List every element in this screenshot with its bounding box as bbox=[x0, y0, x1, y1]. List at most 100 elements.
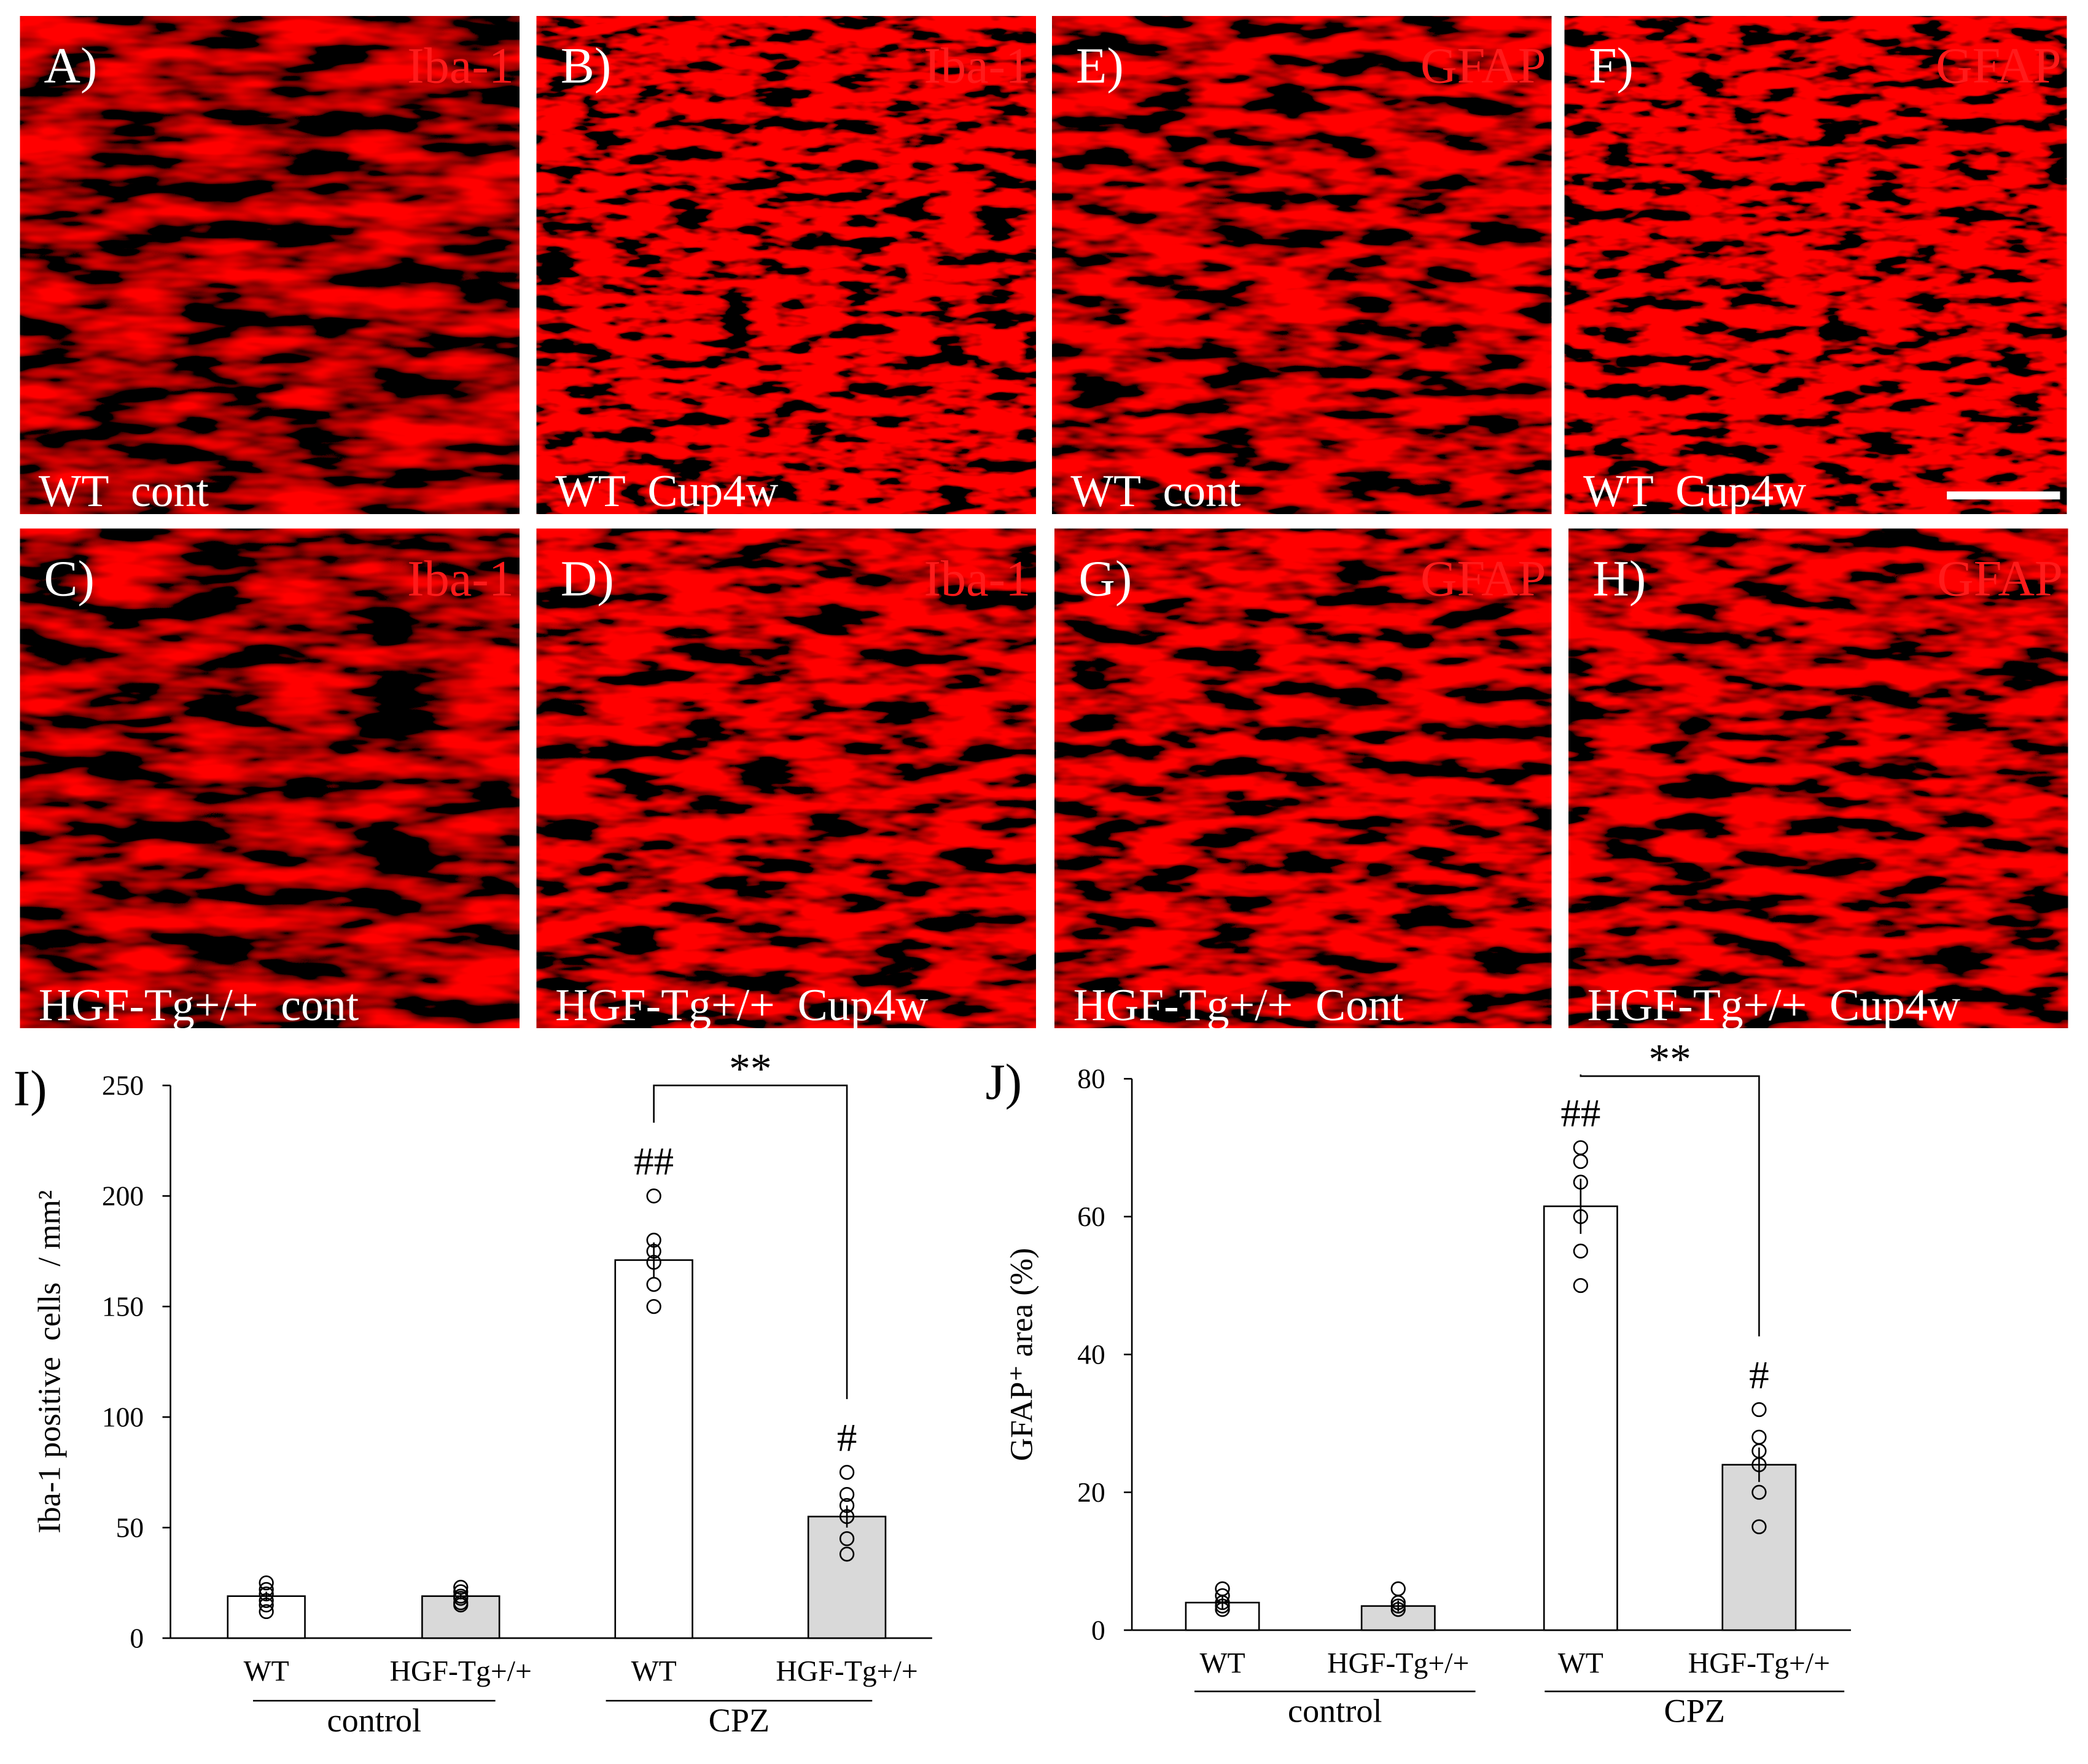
data-point bbox=[839, 1497, 855, 1513]
data-point bbox=[1390, 1602, 1406, 1617]
y-tick-label: 50 bbox=[116, 1512, 144, 1543]
data-point bbox=[1751, 1457, 1767, 1472]
y-tick-label: 0 bbox=[1091, 1614, 1105, 1645]
data-point bbox=[1215, 1598, 1230, 1614]
data-point bbox=[839, 1531, 855, 1547]
y-tick-label: 40 bbox=[1077, 1338, 1105, 1370]
data-point bbox=[453, 1580, 469, 1595]
micrograph-texture bbox=[20, 16, 520, 514]
data-point bbox=[646, 1244, 661, 1259]
group-label: CPZ bbox=[709, 1702, 769, 1739]
condition-label: HGF-Tg+/+ Cont bbox=[1073, 980, 1404, 1030]
y-tick-label: 150 bbox=[102, 1290, 144, 1322]
micrograph-texture bbox=[1564, 16, 2067, 514]
data-point bbox=[1573, 1140, 1588, 1155]
data-point bbox=[1215, 1602, 1230, 1617]
significance-bracket bbox=[653, 1084, 848, 1399]
bar bbox=[807, 1515, 887, 1639]
data-point bbox=[453, 1591, 469, 1606]
data-point bbox=[646, 1299, 661, 1314]
stain-label: GFAP bbox=[1936, 37, 2062, 93]
bar bbox=[1543, 1205, 1618, 1631]
bar bbox=[1721, 1464, 1797, 1631]
data-point bbox=[839, 1486, 855, 1502]
stain-label: Iba-1 bbox=[407, 37, 514, 93]
stain-label: GFAP bbox=[1420, 37, 1546, 93]
stain-label: Iba-1 bbox=[407, 550, 514, 606]
micrograph-texture bbox=[20, 528, 520, 1028]
panel-letter: G) bbox=[1078, 550, 1132, 606]
data-point bbox=[1751, 1429, 1767, 1445]
data-point bbox=[646, 1255, 661, 1270]
data-point bbox=[1751, 1485, 1767, 1500]
data-point bbox=[646, 1233, 661, 1248]
panel-letter: A) bbox=[44, 37, 98, 93]
data-point bbox=[839, 1464, 855, 1480]
data-point bbox=[839, 1508, 855, 1524]
stain-label: Iba-1 bbox=[924, 550, 1031, 606]
data-point bbox=[1390, 1598, 1406, 1614]
data-point bbox=[259, 1586, 274, 1602]
significance-label: ** bbox=[1648, 1036, 1691, 1083]
y-axis-label: GFAP⁺ area (%) bbox=[1004, 1248, 1039, 1461]
y-tick-label: 60 bbox=[1077, 1201, 1105, 1232]
data-point bbox=[259, 1593, 274, 1609]
data-point bbox=[646, 1277, 661, 1292]
panel-letter: J) bbox=[986, 1054, 1023, 1110]
y-axis-label: Iba-1 positive cells / mm² bbox=[33, 1190, 68, 1534]
condition-label: HGF-Tg+/+ Cup4w bbox=[555, 980, 928, 1030]
panel-letter: C) bbox=[44, 550, 95, 606]
x-tick-label: WT bbox=[1558, 1647, 1603, 1679]
x-tick-label: HGF-Tg+/+ bbox=[1327, 1647, 1469, 1679]
data-point bbox=[646, 1188, 661, 1204]
micrograph-texture bbox=[1568, 528, 2068, 1028]
condition-label: WT cont bbox=[1070, 466, 1241, 516]
x-tick-label: WT bbox=[1199, 1647, 1245, 1679]
data-point bbox=[1573, 1209, 1588, 1224]
micrograph-texture bbox=[536, 528, 1036, 1028]
condition-label: WT Cup4w bbox=[1583, 466, 1806, 516]
data-point bbox=[1215, 1595, 1230, 1610]
data-point bbox=[839, 1547, 855, 1562]
significance-label: ** bbox=[729, 1045, 771, 1093]
y-tick-label: 200 bbox=[102, 1180, 144, 1211]
x-tick-label: WT bbox=[631, 1655, 677, 1687]
panel-letter: E) bbox=[1076, 37, 1124, 93]
stain-label: GFAP bbox=[1937, 550, 2063, 606]
value-annotation: # bbox=[1749, 1353, 1769, 1397]
bar bbox=[614, 1259, 693, 1639]
data-point bbox=[259, 1582, 274, 1598]
data-point bbox=[453, 1597, 469, 1613]
x-tick-label: HGF-Tg+/+ bbox=[390, 1655, 532, 1687]
panel-letter: H) bbox=[1592, 550, 1646, 606]
x-tick-label: HGF-Tg+/+ bbox=[776, 1655, 917, 1687]
data-point bbox=[1573, 1174, 1588, 1190]
micrograph-texture bbox=[536, 16, 1036, 514]
condition-label: WT Cup4w bbox=[555, 466, 778, 516]
data-point bbox=[1751, 1519, 1767, 1534]
condition-label: HGF-Tg+/+ cont bbox=[39, 980, 359, 1030]
significance-bracket bbox=[1580, 1074, 1760, 1337]
y-tick-label: 100 bbox=[102, 1401, 144, 1432]
data-point bbox=[1573, 1278, 1588, 1294]
group-label: control bbox=[327, 1702, 422, 1739]
x-tick-label: HGF-Tg+/+ bbox=[1688, 1647, 1830, 1679]
stain-label: GFAP bbox=[1420, 550, 1546, 606]
group-label: CPZ bbox=[1664, 1693, 1725, 1730]
x-tick-label: WT bbox=[244, 1655, 289, 1687]
data-point bbox=[259, 1597, 274, 1613]
micrograph-texture bbox=[1052, 16, 1552, 514]
micrograph-texture bbox=[1054, 528, 1552, 1028]
data-point bbox=[1573, 1153, 1588, 1169]
panel-letter: B) bbox=[561, 37, 611, 93]
data-point bbox=[1751, 1402, 1767, 1418]
value-annotation: ## bbox=[634, 1139, 674, 1184]
data-point bbox=[1573, 1243, 1588, 1259]
y-tick-label: 250 bbox=[102, 1069, 144, 1101]
bar bbox=[227, 1595, 306, 1639]
stain-label: Iba-1 bbox=[924, 37, 1031, 93]
condition-label: WT cont bbox=[39, 466, 209, 516]
y-tick-label: 80 bbox=[1077, 1063, 1105, 1095]
